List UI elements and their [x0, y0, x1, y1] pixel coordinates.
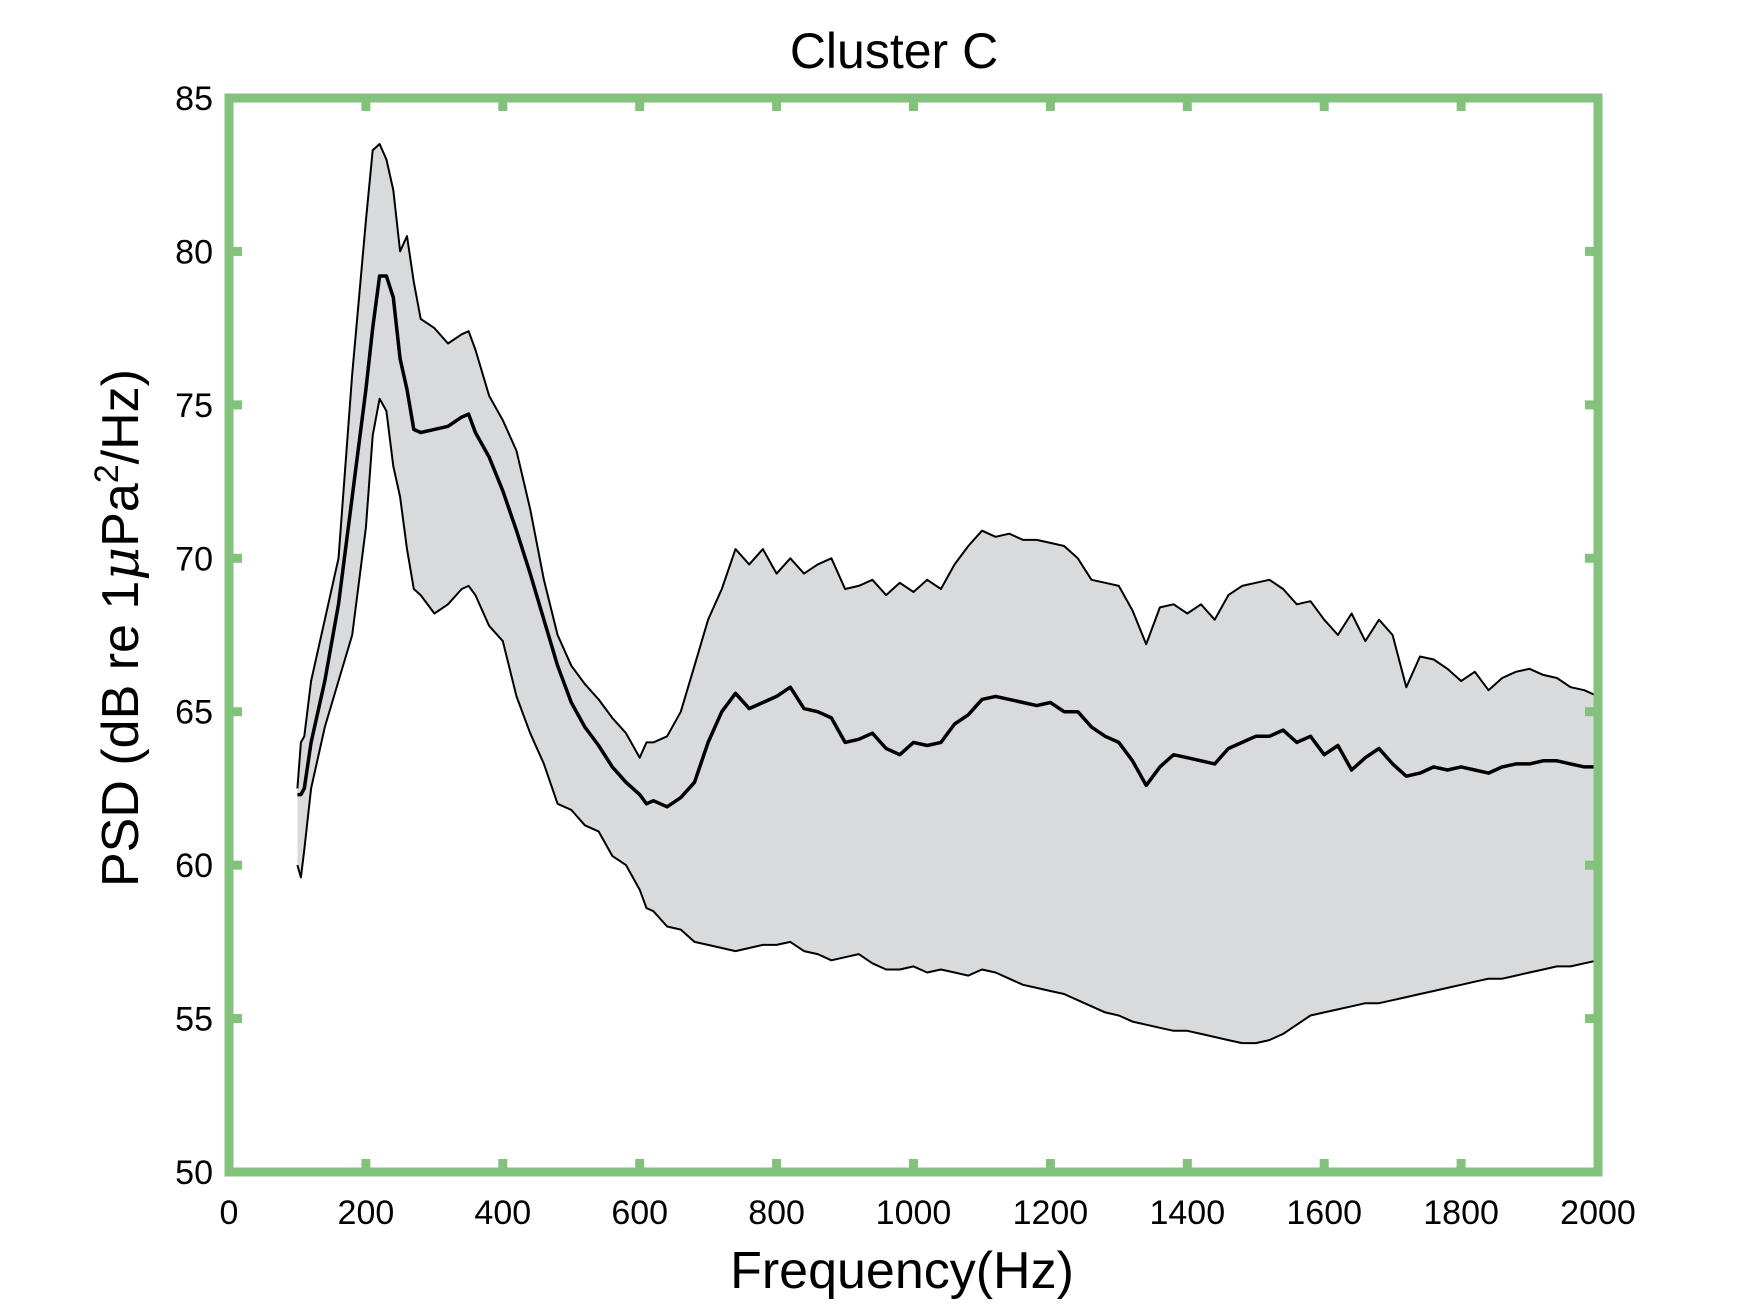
x-tick-label: 0 — [220, 1194, 239, 1232]
plot-area — [296, 143, 1599, 1045]
x-tick-label: 400 — [474, 1194, 531, 1232]
x-tick-label: 800 — [748, 1194, 805, 1232]
x-tick-label: 2000 — [1560, 1194, 1636, 1232]
y-axis-label: PSD (dB re 1μPa2/Hz) — [88, 369, 151, 887]
x-axis-label: Frequency(Hz) — [730, 1242, 1074, 1300]
x-tick-label: 1200 — [1013, 1194, 1089, 1232]
x-tick-label: 200 — [338, 1194, 395, 1232]
x-tick-label: 600 — [611, 1194, 668, 1232]
chart-title: Cluster C — [790, 23, 998, 79]
y-tick-label: 65 — [175, 694, 213, 732]
lower-percentile-line — [296, 397, 1599, 1045]
y-tick-label: 75 — [175, 387, 213, 425]
upper-percentile-line — [296, 143, 1599, 789]
y-tick-label: 80 — [175, 233, 213, 271]
x-axis-ticks: 0 200 400 600 800 1000 1200 1400 1600 1800 2000 — [220, 98, 1636, 1232]
x-tick-label: 1400 — [1149, 1194, 1225, 1232]
x-tick-label: 1000 — [876, 1194, 952, 1232]
y-tick-label: 55 — [175, 1001, 213, 1039]
y-axis-label-unit: Pa — [92, 483, 150, 547]
y-tick-label: 85 — [175, 80, 213, 118]
y-tick-label: 70 — [175, 540, 213, 578]
y-axis-label-superscript: 2 — [88, 464, 126, 483]
y-axis-label-suffix: /Hz) — [92, 369, 150, 464]
percentile-band — [297, 144, 1598, 1044]
median-line — [297, 274, 1598, 809]
y-tick-label: 60 — [175, 847, 213, 885]
y-tick-label: 50 — [175, 1154, 213, 1192]
y-axis-label-prefix: PSD (dB re 1 — [92, 581, 150, 887]
y-axis-label-mu: μ — [91, 547, 151, 581]
x-tick-label: 1800 — [1423, 1194, 1499, 1232]
x-tick-label: 1600 — [1286, 1194, 1362, 1232]
y-axis-ticks: 50 55 60 65 70 75 80 85 — [175, 80, 1598, 1192]
